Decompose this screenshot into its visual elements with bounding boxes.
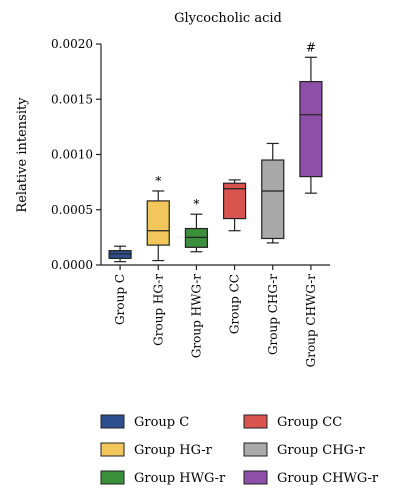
x-category-label: Group C [113,274,127,325]
y-axis-label: Relative intensity [15,97,30,213]
y-tick-label: 0.0000 [51,258,93,272]
box-group [222,179,247,232]
legend-item: Group HWG-r [100,470,226,486]
x-category-label: Group CHG-r [266,274,280,355]
x-category-label: Group CC [228,274,242,334]
legend-label: Group HWG-r [134,471,226,486]
legend-item: Group CHWG-r [243,470,379,486]
axes: 0.0000 0.0005 0.0010 0.0015 0.0020 [51,37,330,272]
legend-label: Group CC [277,415,342,430]
y-tick-label: 0.0015 [51,92,93,106]
legend-item: Group CHG-r [243,442,366,458]
x-category-label: Group HWG-r [189,274,203,358]
legend-label: Group CHG-r [277,443,366,458]
box [222,182,247,220]
boxes: * * # [108,40,323,263]
chart-title: Glycocholic acid [174,11,282,26]
x-category-labels: Group C Group HG-r Group HWG-r Group CC Grou… [113,274,318,368]
legend-item: Group C [100,414,189,430]
legend-swatch [100,470,125,485]
legend-swatch [243,414,268,429]
significance-mark: # [306,40,316,54]
legend-swatch [100,414,125,429]
legend-label: Group HG-r [134,443,213,458]
box-group: * [146,174,170,262]
x-category-label: Group HG-r [151,274,165,346]
legend-label: Group CHWG-r [277,471,379,486]
box-group [261,142,285,244]
legend-label: Group C [134,415,189,430]
legend-item: Group HG-r [100,442,213,458]
y-tick-label: 0.0020 [51,37,93,51]
legend-swatch [100,442,125,457]
significance-mark: * [155,174,161,188]
box-group [108,245,132,263]
legend-item: Group CC [243,414,342,430]
x-category-label: Group CHWG-r [304,274,318,368]
box-group: * [184,197,209,253]
legend-swatch [243,470,268,485]
box [299,80,323,178]
legend-swatch [243,442,268,457]
box-group: # [299,40,323,194]
y-tick-label: 0.0005 [51,203,93,217]
box [261,159,285,240]
box [146,200,170,246]
y-tick-label: 0.0010 [51,148,93,162]
legend: Group C Group HG-r Group HWG-r Group CC Grou… [100,414,379,486]
significance-mark: * [193,197,199,211]
